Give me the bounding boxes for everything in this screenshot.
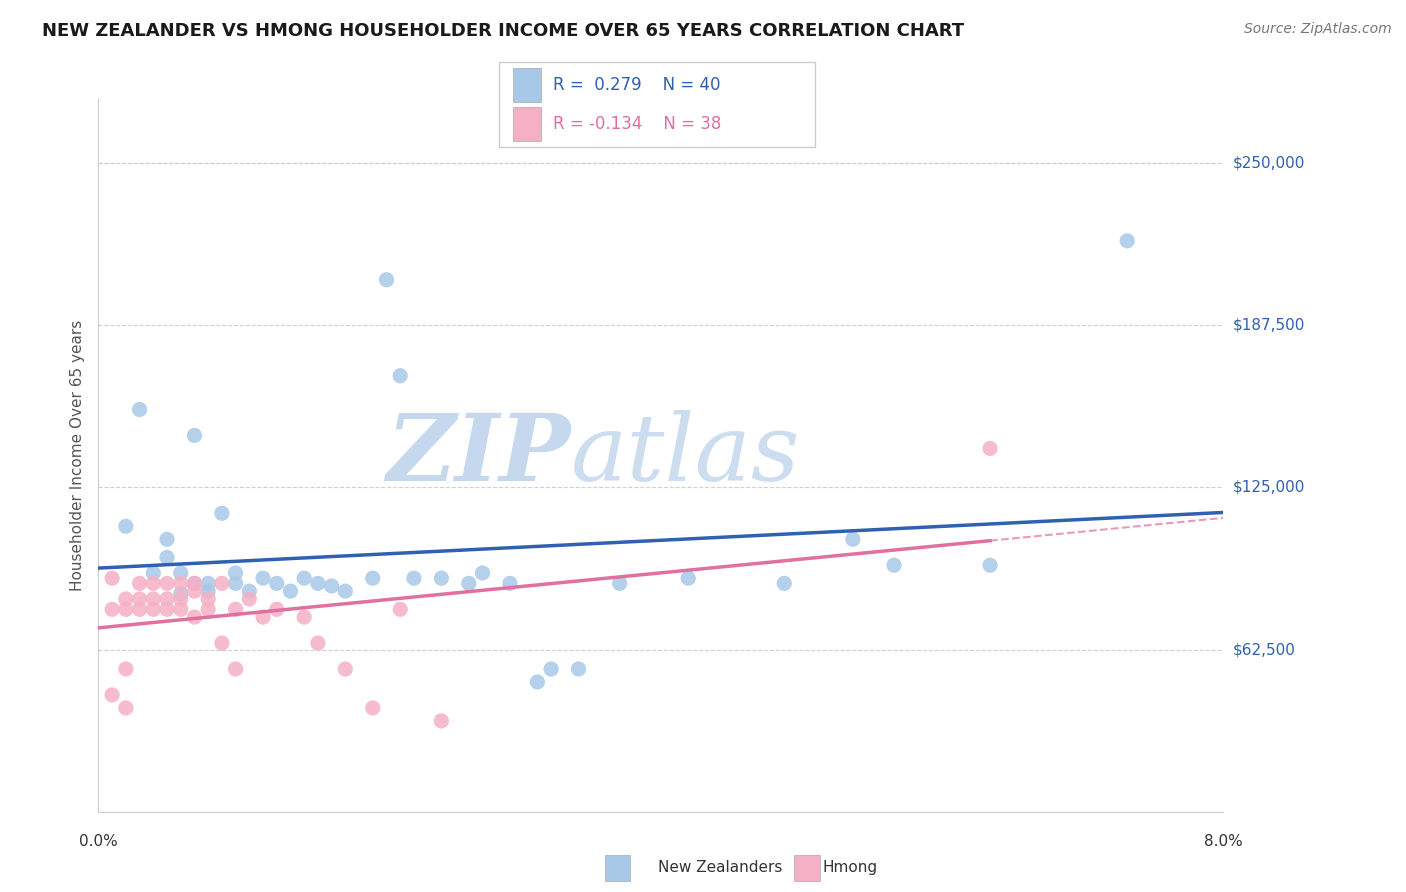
Point <box>499 576 522 591</box>
Point <box>115 519 138 533</box>
Point <box>183 584 205 599</box>
Point <box>307 576 329 591</box>
Point <box>402 571 425 585</box>
Point <box>430 571 453 585</box>
Point <box>170 566 193 580</box>
Text: 8.0%: 8.0% <box>1204 834 1243 849</box>
Point <box>101 602 124 616</box>
Point <box>156 576 179 591</box>
Y-axis label: Householder Income Over 65 years: Householder Income Over 65 years <box>69 319 84 591</box>
Point <box>170 576 193 591</box>
Point <box>540 662 562 676</box>
Point <box>471 566 494 580</box>
Point <box>389 602 412 616</box>
Point <box>170 602 193 616</box>
Point <box>457 576 479 591</box>
Point <box>197 576 219 591</box>
Point <box>115 602 138 616</box>
Point <box>115 701 138 715</box>
Point <box>225 566 247 580</box>
Text: 0.0%: 0.0% <box>79 834 118 849</box>
Point <box>335 662 357 676</box>
Point <box>266 576 288 591</box>
Text: R =  0.279    N = 40: R = 0.279 N = 40 <box>553 77 720 95</box>
Point <box>128 576 150 591</box>
Text: $187,500: $187,500 <box>1233 318 1305 333</box>
Point <box>252 610 274 624</box>
Point <box>266 602 288 616</box>
Point <box>128 402 150 417</box>
Point <box>1116 234 1139 248</box>
Point <box>307 636 329 650</box>
Point <box>292 610 315 624</box>
Point <box>197 591 219 606</box>
Point <box>156 591 179 606</box>
Text: $125,000: $125,000 <box>1233 480 1305 495</box>
Point <box>292 571 315 585</box>
Text: $250,000: $250,000 <box>1233 155 1305 170</box>
Point <box>389 368 412 383</box>
Point <box>101 571 124 585</box>
Point <box>142 566 165 580</box>
Point <box>156 533 179 547</box>
Point <box>183 610 205 624</box>
Point <box>115 662 138 676</box>
Point <box>252 571 274 585</box>
Point <box>335 584 357 599</box>
Text: atlas: atlas <box>571 410 800 500</box>
Point <box>979 558 1001 573</box>
Point <box>211 506 233 520</box>
Text: New Zealanders: New Zealanders <box>658 860 782 874</box>
Point <box>142 591 165 606</box>
Point <box>979 442 1001 456</box>
Point <box>375 273 398 287</box>
Point <box>170 587 193 601</box>
Point <box>361 571 384 585</box>
Point <box>183 576 205 591</box>
Point <box>842 533 865 547</box>
Point <box>526 675 548 690</box>
Text: Source: ZipAtlas.com: Source: ZipAtlas.com <box>1244 22 1392 37</box>
Point <box>238 591 260 606</box>
Point <box>101 688 124 702</box>
Point <box>225 602 247 616</box>
Point <box>128 591 150 606</box>
Point <box>142 576 165 591</box>
Point <box>197 602 219 616</box>
Point <box>197 584 219 599</box>
Point <box>225 576 247 591</box>
Point <box>128 602 150 616</box>
Text: NEW ZEALANDER VS HMONG HOUSEHOLDER INCOME OVER 65 YEARS CORRELATION CHART: NEW ZEALANDER VS HMONG HOUSEHOLDER INCOM… <box>42 22 965 40</box>
Point <box>170 591 193 606</box>
Text: ZIP: ZIP <box>387 410 571 500</box>
Point <box>115 591 138 606</box>
Point <box>773 576 796 591</box>
Point <box>678 571 700 585</box>
Point <box>238 584 260 599</box>
Point <box>883 558 905 573</box>
Point <box>183 576 205 591</box>
Text: Hmong: Hmong <box>823 860 877 874</box>
Point <box>225 662 247 676</box>
Point <box>156 550 179 565</box>
Point <box>280 584 302 599</box>
Point <box>609 576 631 591</box>
Point <box>321 579 343 593</box>
Point <box>156 602 179 616</box>
Point <box>430 714 453 728</box>
Point <box>142 602 165 616</box>
Point <box>211 636 233 650</box>
Point <box>211 576 233 591</box>
Text: $62,500: $62,500 <box>1233 642 1296 657</box>
Point <box>567 662 589 676</box>
Point <box>361 701 384 715</box>
Point <box>183 428 205 442</box>
Text: R = -0.134    N = 38: R = -0.134 N = 38 <box>553 115 721 133</box>
